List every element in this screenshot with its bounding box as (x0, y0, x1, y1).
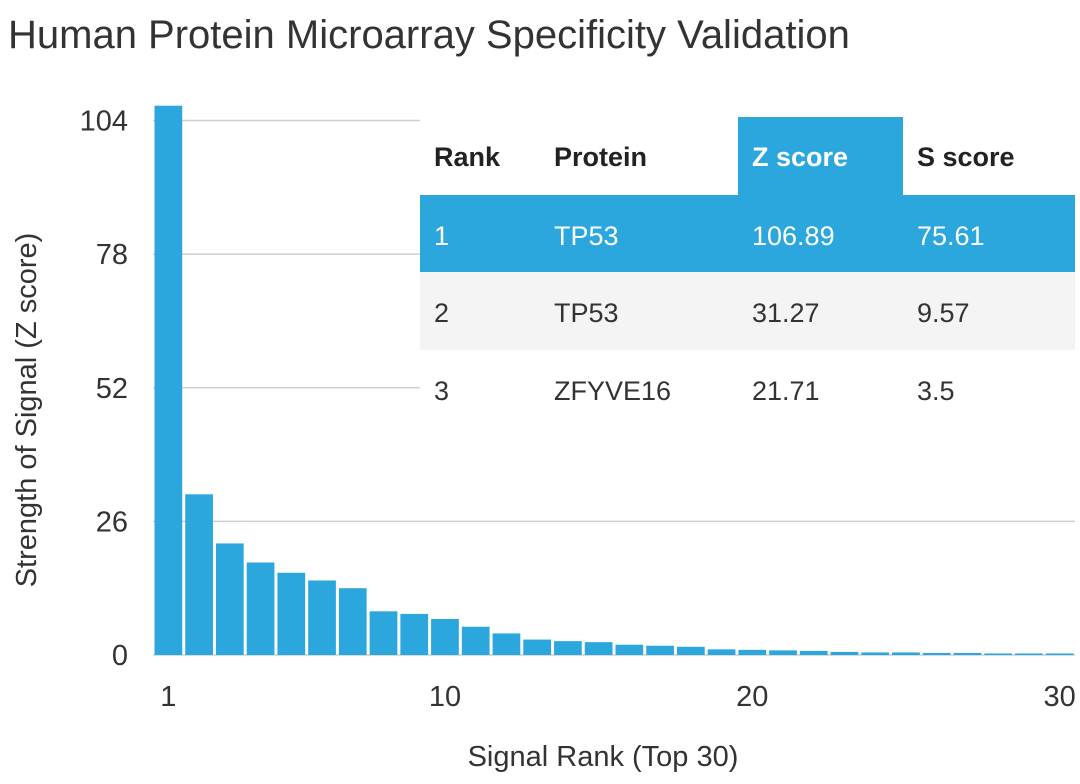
table-cell: 21.71 (752, 376, 820, 406)
table-header-cell: Rank (434, 142, 501, 172)
x-tick-label: 1 (160, 681, 176, 713)
bar-rank-27 (953, 652, 982, 655)
bar-rank-15 (584, 642, 613, 655)
bar-rank-25 (892, 652, 920, 655)
table-cell: ZFYVE16 (554, 376, 671, 406)
bar-rank-9 (400, 613, 429, 655)
table-cell: TP53 (554, 298, 619, 328)
bar-rank-1 (154, 105, 183, 656)
table-row-bg (420, 195, 1075, 273)
table-cell: 2 (434, 298, 449, 328)
bar-rank-18 (676, 646, 705, 655)
bar-rank-7 (338, 588, 367, 655)
y-tick-label: 104 (80, 106, 128, 138)
table-row-bg (420, 272, 1075, 350)
bar-rank-8 (369, 611, 398, 655)
table-cell: TP53 (554, 221, 619, 251)
bar-rank-2 (185, 494, 213, 655)
bar-rank-14 (554, 641, 582, 655)
table-header-highlight (738, 117, 903, 195)
bar-rank-10 (431, 619, 459, 655)
bar-rank-3 (215, 543, 244, 655)
bar-rank-6 (308, 580, 336, 655)
bar-rank-12 (492, 633, 521, 655)
y-tick-label: 0 (112, 640, 128, 672)
y-tick-label: 78 (96, 239, 128, 271)
table-row-bg (420, 350, 1075, 428)
bar-rank-17 (646, 645, 674, 655)
bars (154, 105, 1074, 656)
bar-rank-19 (707, 649, 736, 655)
bar-rank-13 (523, 639, 552, 655)
y-tick-labels: 0 26 52 78 104 (80, 106, 128, 672)
table-header-cell: Protein (554, 142, 647, 172)
bar-rank-11 (461, 626, 490, 655)
bar-rank-28 (984, 653, 1013, 655)
y-tick-label: 52 (96, 373, 128, 405)
table-cell: 106.89 (752, 221, 835, 251)
bar-rank-23 (830, 651, 859, 655)
bar-rank-4 (246, 562, 275, 655)
table-cell: 9.57 (917, 298, 970, 328)
y-axis-label: Strength of Signal (Z score) (11, 233, 43, 588)
table-cell: 31.27 (752, 298, 820, 328)
table-cell: 1 (434, 221, 449, 251)
bar-rank-22 (799, 650, 828, 655)
table-header-cell: Z score (752, 142, 848, 172)
x-tick-label: 20 (736, 681, 768, 713)
bar-rank-5 (277, 572, 306, 655)
bar-rank-16 (615, 644, 644, 655)
bar-rank-26 (922, 652, 951, 655)
table-header-cell: S score (917, 142, 1015, 172)
bar-rank-30 (1045, 653, 1074, 655)
table-cell: 3 (434, 376, 449, 406)
score-table: Rank Protein Z score S score 1 TP53 106.89 75.6… (420, 117, 1075, 428)
x-tick-label: 10 (429, 681, 461, 713)
x-tick-labels: 1 10 20 30 (160, 681, 1075, 713)
bar-rank-29 (1015, 653, 1043, 655)
chart-title: Human Protein Microarray Specificity Val… (8, 13, 850, 57)
table-cell: 3.5 (917, 376, 955, 406)
x-tick-label: 30 (1044, 681, 1076, 713)
table-cell: 75.61 (917, 221, 985, 251)
bar-rank-21 (769, 650, 797, 655)
bar-rank-24 (861, 652, 890, 655)
y-tick-label: 26 (96, 506, 128, 538)
bar-rank-20 (738, 649, 767, 655)
x-axis-label: Signal Rank (Top 30) (468, 741, 739, 773)
